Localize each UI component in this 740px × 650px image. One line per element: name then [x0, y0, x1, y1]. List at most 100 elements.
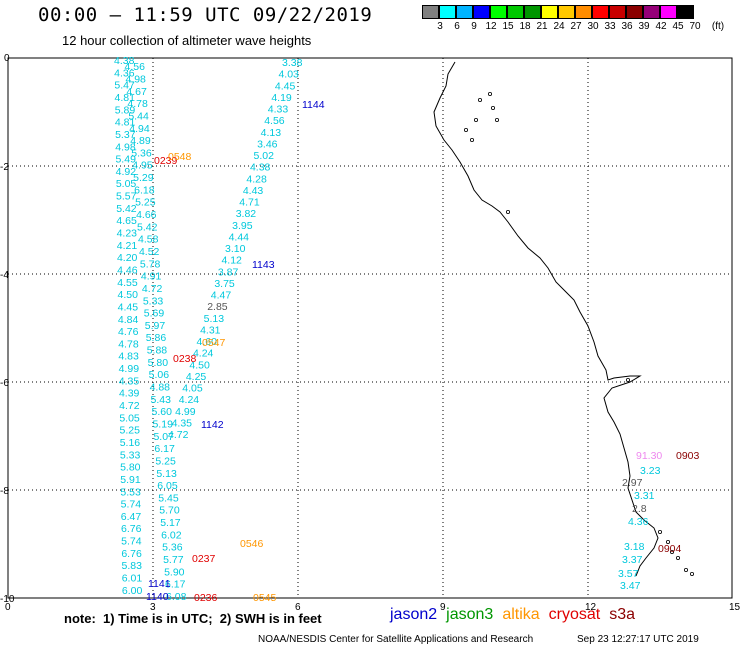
legend-swatch [660, 5, 677, 19]
swh-value: 5.19 [152, 418, 173, 430]
swh-value: 4.28 [246, 173, 267, 185]
swh-value: 5.36 [131, 147, 152, 159]
swh-value: 4.58 [138, 234, 159, 246]
swh-value: 5.60 [152, 406, 173, 418]
legend-swatch [541, 5, 558, 19]
swh-value: 5.70 [159, 505, 180, 517]
swh-value: 5.77 [163, 554, 184, 566]
swh-value: 6.00 [122, 585, 143, 597]
swh-value: 4.76 [118, 326, 139, 338]
swh-value: 4.65 [116, 215, 137, 227]
swh-value: 5.13 [156, 468, 177, 480]
coastline-path [433, 61, 659, 577]
legend-swatch [677, 5, 694, 19]
swh-value: 5.88 [147, 345, 168, 357]
swh-value: 5.45 [158, 492, 179, 504]
pass-label-cryosat: 0237 [192, 553, 216, 565]
swh-value: 5.80 [120, 462, 141, 474]
swh-value: 5.69 [144, 308, 165, 320]
island [494, 118, 499, 123]
swh-value: 5.44 [128, 110, 149, 122]
legend-unit: (ft) [711, 21, 725, 32]
pass-label-jason2: 1141 [148, 578, 171, 590]
swh-value: 91.30 [636, 450, 662, 462]
swh-value: 5.36 [162, 542, 183, 554]
satellite-cryosat: cryosat [548, 606, 601, 623]
swh-value: 4.20 [117, 252, 138, 264]
swh-value: 3.47 [620, 580, 641, 592]
legend-tick: 36 [621, 21, 633, 32]
swh-value: 4.60 [197, 336, 218, 348]
swh-value: 4.24 [179, 394, 200, 406]
swh-value: 4.05 [182, 383, 203, 395]
legend-swatch [456, 5, 473, 19]
legend-tick: 3 [437, 21, 443, 32]
swh-value: 4.24 [193, 348, 214, 360]
swh-value: 4.23 [117, 228, 138, 240]
swh-value: 2.8 [632, 503, 647, 515]
swh-value: 4.71 [239, 197, 260, 209]
swh-value: 5.53 [120, 486, 141, 498]
axis-labels: 0 3 6 9 12 15 0 -2 -4 -6 -8 -10 [0, 53, 740, 613]
swh-value: 4.99 [119, 363, 140, 375]
swh-value: 4.35 [172, 417, 193, 429]
swh-value: 3.23 [640, 465, 661, 477]
pass-label-cryosat: 0239 [154, 155, 178, 167]
island [684, 568, 689, 573]
swh-value: 4.38 [250, 162, 271, 174]
swh-value: 2.97 [622, 477, 643, 489]
swh-value: 5.74 [121, 536, 142, 548]
x-axis-tick: 15 [729, 602, 740, 613]
legend-swatch [592, 5, 609, 19]
swh-value: 5.33 [143, 295, 164, 307]
swh-value: 5.89 [115, 104, 136, 116]
swh-value: 5.74 [121, 499, 142, 511]
swh-value: 3.75 [214, 278, 235, 290]
pass-label-cryosat: 0236 [194, 592, 218, 604]
swh-value: 5.78 [140, 258, 161, 270]
swh-value: 5.49 [115, 154, 136, 166]
swh-value: 5.07 [153, 431, 174, 443]
island [690, 572, 695, 577]
swh-value: 4.72 [119, 400, 140, 412]
swh-value: 3.57 [618, 568, 639, 580]
footer-note: note: 1) Time is in UTC; 2) SWH is in fe… [64, 611, 322, 626]
swh-value: 4.35 [119, 375, 140, 387]
island [487, 92, 492, 97]
island [477, 98, 482, 103]
swh-value: 4.72 [168, 429, 189, 441]
legend-tick: 6 [454, 21, 460, 32]
swh-value: 4.81 [115, 117, 136, 129]
swh-value: 3.87 [218, 266, 239, 278]
pass-label-altika: 0548 [168, 151, 192, 163]
swh-value: 5.25 [135, 197, 156, 209]
color-legend [422, 5, 694, 19]
legend-tick: 45 [672, 21, 684, 32]
swh-value: 4.21 [117, 240, 138, 252]
swh-value: 5.90 [164, 566, 185, 578]
swh-value: 4.95 [132, 160, 153, 172]
swh-value: 4.98 [115, 141, 136, 153]
legend-swatch [422, 5, 439, 19]
swh-value: 5.25 [155, 455, 176, 467]
swh-value: 6.17 [165, 579, 186, 591]
legend-swatch [439, 5, 456, 19]
x-axis-tick: 9 [440, 602, 446, 613]
swh-value: 4.50 [189, 359, 210, 371]
legend-tick: 42 [655, 21, 667, 32]
swh-value: 4.94 [129, 123, 150, 135]
legend-tick: 15 [502, 21, 514, 32]
swh-value: 4.78 [127, 98, 148, 110]
swh-value: 5.05 [119, 412, 140, 424]
swh-value: 5.83 [122, 560, 143, 572]
swh-value: 5.91 [120, 474, 141, 486]
swh-value: 4.83 [118, 351, 139, 363]
legend-tick: 33 [604, 21, 616, 32]
island [463, 127, 468, 132]
legend-swatch [575, 5, 592, 19]
satellite-jason3: jason3 [446, 606, 494, 623]
swh-value: 5.43 [151, 394, 172, 406]
legend-tick: 18 [519, 21, 531, 32]
swh-value: 2.85 [207, 301, 228, 313]
island [626, 377, 631, 382]
